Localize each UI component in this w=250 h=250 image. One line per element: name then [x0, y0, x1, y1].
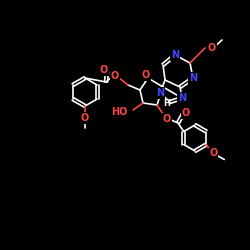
Text: N: N: [156, 88, 164, 98]
Text: H: H: [164, 100, 170, 108]
Text: O: O: [163, 114, 171, 124]
Text: O: O: [100, 65, 108, 75]
Text: O: O: [182, 108, 190, 118]
Text: O: O: [111, 71, 119, 81]
Text: O: O: [208, 43, 216, 53]
Text: HO: HO: [112, 107, 128, 117]
Text: N: N: [178, 93, 186, 103]
Text: O: O: [142, 70, 150, 80]
Text: N: N: [171, 50, 179, 60]
Text: O: O: [209, 148, 218, 158]
Text: O: O: [81, 113, 89, 123]
Text: N: N: [189, 73, 197, 83]
